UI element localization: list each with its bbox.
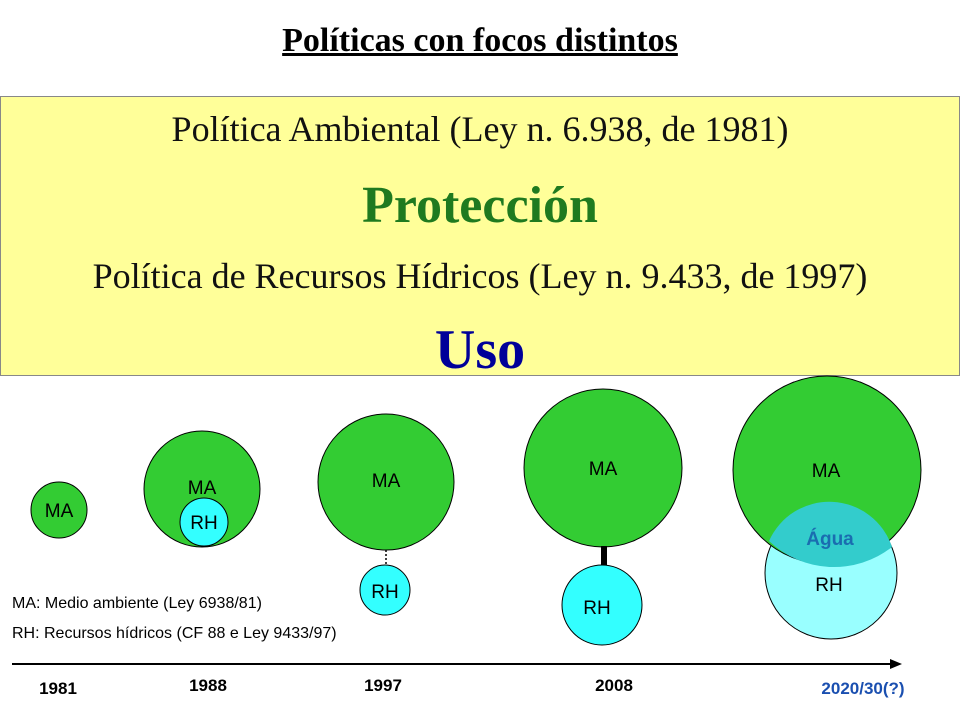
rh-circle-2008 — [561, 564, 643, 646]
year-2020-30: 2020/30(?) — [821, 679, 904, 698]
ma-label-1988: MA — [188, 478, 217, 499]
ma-label-future: MA — [812, 461, 841, 482]
ma-label-1997: MA — [372, 471, 401, 492]
agua-label: Água — [806, 528, 854, 550]
water-policy-text: Política de Recursos Hídricos (Ley n. 9.… — [92, 256, 868, 296]
ma-label-2008: MA — [589, 459, 618, 480]
year-1997: 1997 — [364, 676, 402, 695]
legend-rh: RH: Recursos hídricos (CF 88 e Ley 9433/… — [12, 625, 337, 642]
use-keyword: Uso — [434, 319, 526, 381]
timeline-arrowhead-icon — [890, 659, 902, 669]
rh-label-1988: RH — [190, 513, 217, 534]
year-1981: 1981 — [39, 679, 77, 698]
year-2008: 2008 — [595, 676, 633, 695]
rh-label-2008: RH — [583, 598, 610, 619]
rh-label-1997: RH — [371, 582, 398, 603]
environmental-policy-text: Política Ambiental (Ley n. 6.938, de 198… — [171, 109, 789, 149]
rh-label-future: RH — [815, 575, 842, 596]
ma-label-1981: MA — [45, 501, 74, 522]
ma-circle-1981 — [30, 481, 88, 539]
page-title: Políticas con focos distintos — [282, 22, 678, 59]
year-1988: 1988 — [189, 676, 227, 695]
rh-circle-1997 — [359, 564, 411, 616]
water-overlap-area — [769, 501, 892, 568]
ma-circle-1988 — [143, 430, 261, 548]
policy-box — [0, 96, 960, 376]
rh-circle-1988 — [179, 497, 229, 547]
protection-keyword: Protección — [362, 177, 598, 234]
legend-ma: MA: Medio ambiente (Ley 6938/81) — [12, 595, 262, 612]
